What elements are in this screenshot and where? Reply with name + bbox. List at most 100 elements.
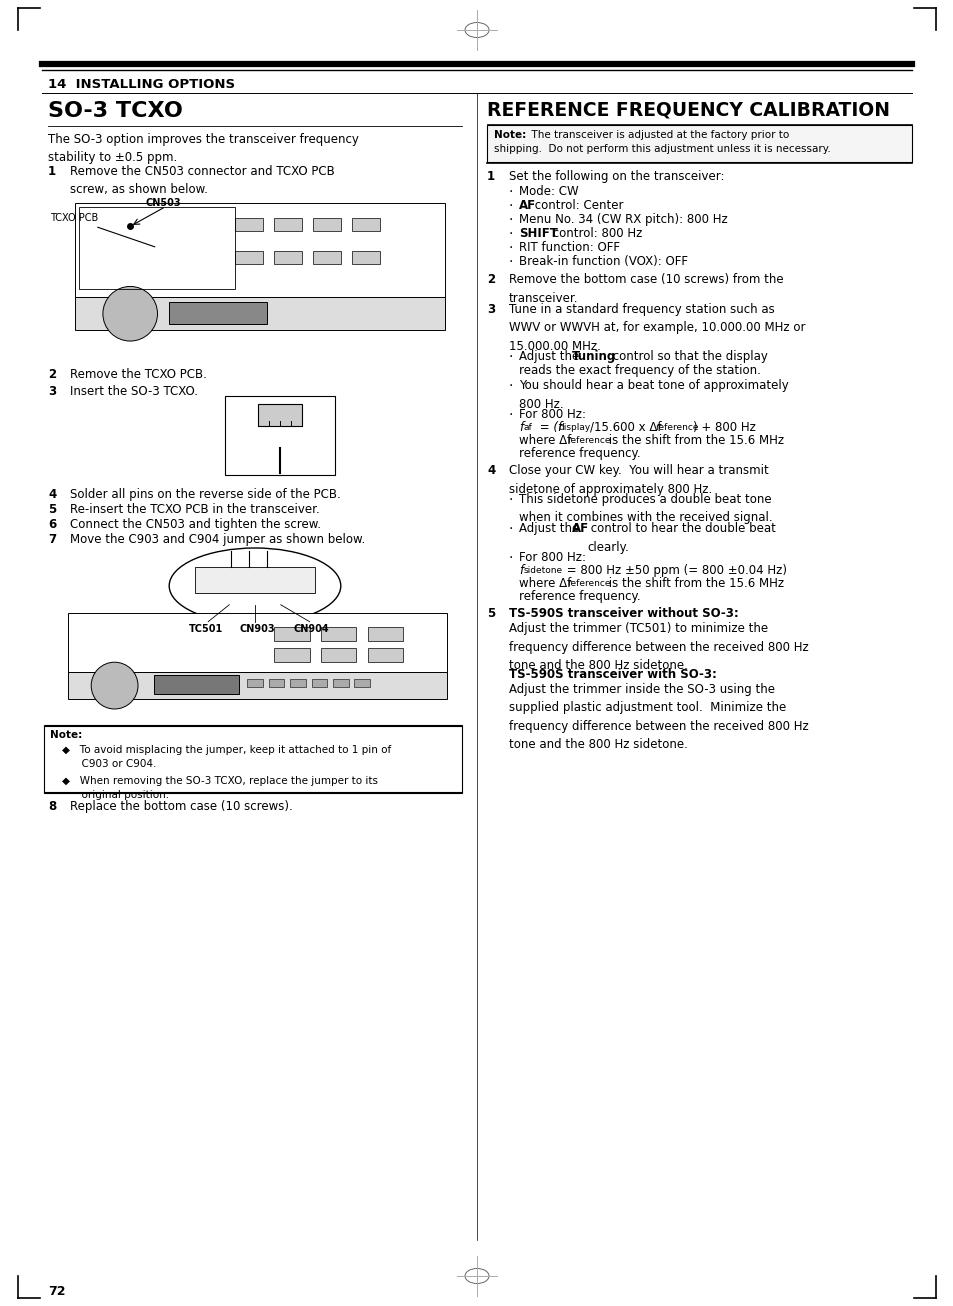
Text: ·: · — [509, 242, 513, 255]
Text: Replace the bottom case (10 screws).: Replace the bottom case (10 screws). — [70, 801, 293, 814]
Polygon shape — [75, 204, 444, 298]
Text: 3: 3 — [486, 303, 495, 316]
Text: Connect the CN503 and tighten the screw.: Connect the CN503 and tighten the screw. — [70, 518, 320, 532]
Ellipse shape — [169, 549, 340, 624]
Bar — [247, 679, 262, 687]
FancyBboxPatch shape — [44, 725, 461, 793]
Text: CN903: CN903 — [239, 624, 274, 633]
Text: 3: 3 — [48, 385, 56, 398]
Text: control so that the display: control so that the display — [608, 350, 767, 363]
Bar — [368, 648, 403, 662]
Text: 1: 1 — [48, 165, 56, 178]
Bar — [225, 396, 335, 475]
Text: ·: · — [509, 199, 513, 213]
Bar — [352, 251, 379, 264]
Text: control: 800 Hz: control: 800 Hz — [548, 227, 641, 240]
Bar — [269, 679, 284, 687]
Bar — [79, 206, 235, 289]
Bar — [235, 218, 262, 231]
Text: REFERENCE FREQUENCY CALIBRATION: REFERENCE FREQUENCY CALIBRATION — [486, 101, 889, 120]
Text: Adjust the: Adjust the — [518, 522, 582, 535]
Text: 4: 4 — [48, 488, 56, 502]
Text: CN904: CN904 — [294, 624, 330, 633]
Text: ·: · — [509, 379, 513, 393]
Bar — [352, 218, 379, 231]
Bar — [235, 251, 262, 264]
Text: For 800 Hz:: For 800 Hz: — [518, 551, 585, 564]
Polygon shape — [68, 614, 447, 671]
Text: ·: · — [509, 213, 513, 227]
Circle shape — [91, 662, 138, 709]
Text: where Δf: where Δf — [518, 577, 571, 590]
Text: /15.600 x Δf: /15.600 x Δf — [589, 421, 660, 434]
Text: where Δf: where Δf — [518, 434, 571, 447]
Bar — [274, 648, 310, 662]
Text: TS-590S transceiver without SO-3:: TS-590S transceiver without SO-3: — [509, 607, 738, 620]
Text: ·: · — [509, 185, 513, 199]
Text: SO-3 TCXO: SO-3 TCXO — [48, 101, 183, 121]
Bar — [290, 679, 305, 687]
Text: Adjust the trimmer inside the SO-3 using the
supplied plastic adjustment tool.  : Adjust the trimmer inside the SO-3 using… — [509, 683, 808, 751]
Text: Remove the CN503 connector and TCXO PCB
screw, as shown below.: Remove the CN503 connector and TCXO PCB … — [70, 165, 335, 196]
Polygon shape — [75, 298, 444, 330]
Text: 5: 5 — [48, 503, 56, 516]
Text: control: Center: control: Center — [531, 199, 623, 212]
Text: 4: 4 — [486, 464, 495, 477]
Text: CN503: CN503 — [146, 199, 181, 208]
Text: You should hear a beat tone of approximately
800 Hz.: You should hear a beat tone of approxima… — [518, 379, 788, 410]
Text: Break-in function (VOX): OFF: Break-in function (VOX): OFF — [518, 255, 687, 268]
Text: ·: · — [509, 407, 513, 422]
Text: ◆   To avoid misplacing the jumper, keep it attached to 1 pin of
      C903 or C: ◆ To avoid misplacing the jumper, keep i… — [62, 744, 391, 769]
Text: ·: · — [509, 227, 513, 242]
Text: 2: 2 — [48, 368, 56, 381]
Text: f: f — [518, 564, 522, 577]
Text: ◆   When removing the SO-3 TCXO, replace the jumper to its
      original positi: ◆ When removing the SO-3 TCXO, replace t… — [62, 776, 377, 799]
Text: Adjust the trimmer (TC501) to minimize the
frequency difference between the rece: Adjust the trimmer (TC501) to minimize t… — [509, 622, 808, 673]
Text: Remove the bottom case (10 screws) from the
transceiver.: Remove the bottom case (10 screws) from … — [509, 273, 782, 304]
Circle shape — [103, 286, 157, 341]
Text: af: af — [523, 423, 532, 432]
Text: Set the following on the transceiver:: Set the following on the transceiver: — [509, 170, 723, 183]
Text: Adjust the: Adjust the — [518, 350, 582, 363]
Bar — [321, 648, 356, 662]
Bar — [257, 404, 302, 426]
Text: = 800 Hz ±50 ppm (= 800 ±0.04 Hz): = 800 Hz ±50 ppm (= 800 ±0.04 Hz) — [562, 564, 786, 577]
Text: display: display — [558, 423, 591, 432]
FancyBboxPatch shape — [486, 125, 911, 162]
Text: Mode: CW: Mode: CW — [518, 185, 578, 199]
Text: SHIFT: SHIFT — [518, 227, 558, 240]
Bar — [274, 627, 310, 641]
Text: shipping.  Do not perform this adjustment unless it is necessary.: shipping. Do not perform this adjustment… — [494, 144, 830, 154]
Text: This sidetone produces a double beat tone
when it combines with the received sig: This sidetone produces a double beat ton… — [518, 492, 772, 525]
Bar — [368, 627, 403, 641]
Text: Solder all pins on the reverse side of the PCB.: Solder all pins on the reverse side of t… — [70, 488, 340, 502]
Bar — [333, 679, 348, 687]
Text: TS-590S transceiver with SO-3:: TS-590S transceiver with SO-3: — [509, 667, 716, 680]
Text: Note:: Note: — [50, 730, 82, 741]
Bar — [194, 567, 314, 593]
Bar — [153, 675, 239, 695]
Text: reference frequency.: reference frequency. — [518, 590, 640, 603]
Text: ·: · — [509, 551, 513, 565]
Text: TCXO PCB: TCXO PCB — [50, 213, 98, 223]
Text: 14  INSTALLING OPTIONS: 14 INSTALLING OPTIONS — [48, 78, 234, 91]
Text: reference frequency.: reference frequency. — [518, 447, 640, 460]
Text: For 800 Hz:: For 800 Hz: — [518, 407, 585, 421]
Text: 2: 2 — [486, 273, 495, 286]
Text: Remove the TCXO PCB.: Remove the TCXO PCB. — [70, 368, 207, 381]
Text: control to hear the double beat
clearly.: control to hear the double beat clearly. — [586, 522, 775, 554]
Text: 6: 6 — [48, 518, 56, 532]
Text: Note:: Note: — [494, 131, 526, 140]
Text: Tune in a standard frequency station such as
WWV or WWVH at, for example, 10.000: Tune in a standard frequency station suc… — [509, 303, 804, 353]
Text: 1: 1 — [486, 170, 495, 183]
Text: reads the exact frequency of the station.: reads the exact frequency of the station… — [518, 364, 760, 377]
Text: 72: 72 — [48, 1285, 66, 1298]
Text: reference: reference — [655, 423, 698, 432]
Text: AF: AF — [572, 522, 589, 535]
Text: The SO-3 option improves the transceiver frequency
stability to ±0.5 ppm.: The SO-3 option improves the transceiver… — [48, 133, 358, 165]
Text: Re-insert the TCXO PCB in the transceiver.: Re-insert the TCXO PCB in the transceive… — [70, 503, 319, 516]
Text: is the shift from the 15.6 MHz: is the shift from the 15.6 MHz — [604, 577, 783, 590]
Text: f: f — [518, 421, 522, 434]
Text: Move the C903 and C904 jumper as shown below.: Move the C903 and C904 jumper as shown b… — [70, 533, 365, 546]
Text: TC501: TC501 — [189, 624, 223, 633]
